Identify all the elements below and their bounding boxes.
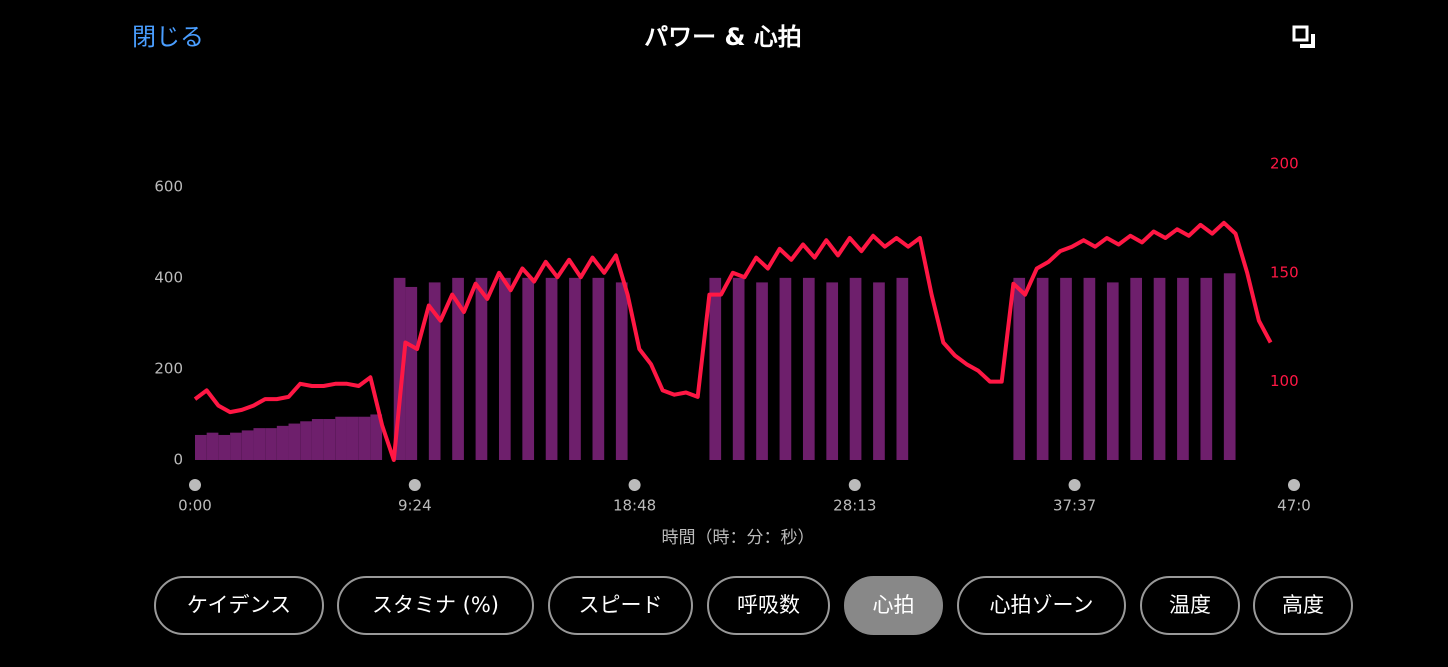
power-bar [405,286,418,460]
power-bar [206,432,219,460]
filter-button[interactable] [707,576,830,635]
y-tick-label: 0 [173,451,183,469]
heart-rate-line [193,220,1273,462]
power-bar [1013,277,1026,460]
x-tick-label: 47:0 [1277,497,1311,515]
power-bar [1200,277,1213,460]
filter-button-label[interactable]: 心拍ゾーン [990,593,1094,617]
power-bar [311,419,324,460]
power-bar [569,277,581,460]
x-tick-label: 18:48 [613,497,656,515]
power-bar [370,414,383,460]
filter-button-label[interactable]: 呼吸数 [737,593,800,617]
power-bar [241,430,254,460]
power-bar [323,419,336,460]
y-tick-label: 600 [154,177,183,195]
screen-title: パワー & 心拍 [644,23,802,51]
power-bar [1106,282,1119,460]
power-bar [709,277,722,460]
filter-button-label[interactable]: ケイデンス [187,593,291,617]
power-bar [195,434,207,460]
x-tick-dot [1068,479,1081,491]
power-bar [393,277,406,460]
y-tick-label: 400 [154,268,183,286]
power-bar [253,428,266,460]
power-bar [1153,277,1166,460]
filter-button-label[interactable]: スピード [579,593,663,617]
power-bar [615,282,628,460]
y2-tick-label: 100 [1270,372,1299,390]
power-bar [732,277,745,460]
power-bar [779,277,792,460]
power-bar [475,277,488,460]
filter-button[interactable] [844,576,943,635]
x-tick-dot [189,479,201,491]
power-bar [276,425,289,460]
x-tick-dot [1288,479,1300,491]
power-bar [592,277,605,460]
x-tick-dot [628,479,641,491]
filter-button-label[interactable]: スタミナ (%) [372,593,499,617]
power-bar [358,416,371,460]
x-axis-title: 時間（時：分：秒） [662,528,815,548]
filter-button-label[interactable]: 高度 [1282,593,1324,617]
power-bar [1130,277,1143,460]
x-tick-dot [408,479,421,491]
power-bar [896,277,909,460]
filter-button[interactable] [154,576,324,635]
power-bar [288,423,301,460]
filter-button[interactable] [957,576,1126,635]
expand-icon[interactable] [1292,25,1315,48]
power-bar [300,421,312,460]
power-bar [1060,277,1072,460]
filter-button-label[interactable]: 温度 [1169,593,1211,617]
close-button[interactable]: 閉じる [132,23,204,51]
power-bar [346,416,359,460]
power-bar [545,277,558,460]
y2-tick-label: 200 [1270,155,1299,173]
filter-button[interactable] [1140,576,1240,635]
filter-button[interactable] [1253,576,1353,635]
power-bar [1177,277,1189,460]
x-tick-label: 37:37 [1053,497,1096,515]
power-bar [230,432,242,460]
filter-button[interactable] [337,576,534,635]
filter-button[interactable] [548,576,693,635]
power-bar [522,277,535,460]
y-tick-label: 200 [154,359,183,377]
power-bar [498,277,511,460]
power-bar [265,428,277,460]
filter-button-label[interactable]: 心拍 [873,593,915,617]
power-bar [1036,277,1049,460]
y2-tick-label: 150 [1270,263,1299,281]
x-tick-label: 9:24 [398,497,432,515]
power-bar [849,277,862,460]
x-tick-dot [848,479,861,491]
power-bar [335,416,347,460]
x-tick-label: 28:13 [833,497,876,515]
x-tick-label: 0:00 [178,497,212,515]
power-bar [452,277,464,460]
power-bar [873,282,885,460]
power-bar [218,434,231,460]
power-bar [826,282,839,460]
power-bar [756,282,768,460]
power-bar [1223,273,1236,460]
power-bar [428,282,441,460]
power-bar [802,277,815,460]
power-bar [1083,277,1096,460]
